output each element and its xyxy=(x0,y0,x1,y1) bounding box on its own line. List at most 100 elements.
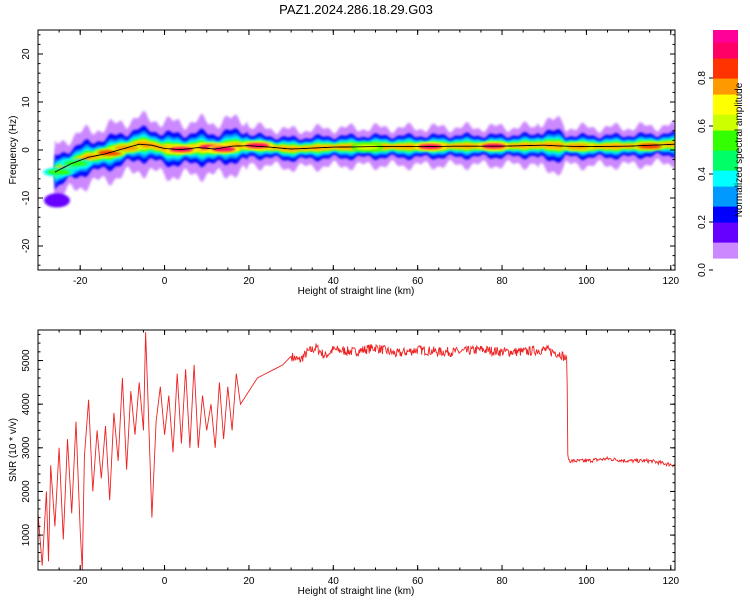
colorbar-step xyxy=(713,198,738,203)
snr-xtick-label: 80 xyxy=(496,576,508,587)
colorbar-step xyxy=(713,42,738,47)
snr-xtick-label: 120 xyxy=(662,576,679,587)
spectrogram-axes: -20 0 20 40 60 80 100 120 -20 -10 0 10 20 xyxy=(21,30,680,287)
colorbar-step xyxy=(713,90,738,95)
spectrogram-panel: -20 0 20 40 60 80 100 120 -20 -10 0 10 20 Height of … xyxy=(8,29,680,297)
spectrogram-ridge-line xyxy=(54,143,675,173)
colorbar-step xyxy=(713,246,738,251)
colorbar-step xyxy=(713,230,738,235)
colorbar-step xyxy=(713,94,738,99)
colorbar-step xyxy=(713,62,738,67)
spec-xtick-label: 0 xyxy=(162,276,168,287)
colorbar-step xyxy=(713,34,738,39)
colorbar-step xyxy=(713,122,738,127)
colorbar-step xyxy=(713,118,738,123)
colorbar-step xyxy=(713,186,738,191)
colorbar-step xyxy=(713,190,738,195)
colorbar-step xyxy=(713,82,738,87)
spectrogram-peak xyxy=(211,146,236,152)
colorbar-step xyxy=(713,258,738,263)
colorbar-gradient xyxy=(713,30,738,271)
spec-xtick-label: 60 xyxy=(412,276,424,287)
spec-xtick-label: 80 xyxy=(496,276,508,287)
colorbar-step xyxy=(713,262,738,267)
colorbar-step xyxy=(713,138,738,143)
snr-axes: -20 0 20 40 60 80 100 120 1000 2000 3000 4000 5000 xyxy=(21,330,680,587)
colorbar-step xyxy=(713,158,738,163)
colorbar-ticks: 0.0 0.2 0.4 0.6 0.8 xyxy=(697,71,713,277)
colorbar-step xyxy=(713,250,738,255)
snr-ylabel: SNR (10 * v/v) xyxy=(8,418,19,482)
colorbar-step xyxy=(713,210,738,215)
spectrogram-peak xyxy=(47,169,72,175)
colorbar-step xyxy=(713,134,738,139)
colorbar-step xyxy=(713,202,738,207)
colorbar-step xyxy=(713,150,738,155)
colorbar-step xyxy=(713,110,738,115)
snr-ytick-label: 5000 xyxy=(21,349,32,372)
spec-ytick-label: 10 xyxy=(21,96,32,108)
colorbar-step xyxy=(713,222,738,227)
colorbar-step xyxy=(713,242,738,247)
spectrogram-peak xyxy=(47,195,66,206)
colorbar-step xyxy=(713,98,738,103)
spec-ytick-label: 0 xyxy=(21,147,32,153)
snr-xtick-label: 0 xyxy=(162,576,168,587)
colorbar-tick-label: 0.6 xyxy=(697,119,708,133)
colorbar-step xyxy=(713,214,738,219)
colorbar-step xyxy=(713,114,738,119)
spectrogram-ylabel: Frequency (Hz) xyxy=(8,116,19,185)
snr-ytick-label: 3000 xyxy=(21,436,32,459)
snr-marks xyxy=(38,332,675,570)
colorbar-step xyxy=(713,266,738,271)
colorbar-step xyxy=(713,66,738,71)
colorbar-step xyxy=(713,46,738,51)
colorbar-step xyxy=(713,78,738,83)
colorbar-step xyxy=(713,86,738,91)
snr-series-line xyxy=(38,332,675,570)
colorbar-step xyxy=(713,170,738,175)
snr-xtick-label: 40 xyxy=(328,576,340,587)
colorbar-step xyxy=(713,226,738,231)
snr-ytick-label: 2000 xyxy=(21,480,32,503)
colorbar-step xyxy=(713,70,738,75)
colorbar-tick-label: 0.0 xyxy=(697,263,708,277)
snr-frame xyxy=(37,329,676,571)
colorbar-step xyxy=(713,74,738,79)
spectrogram-peak xyxy=(637,143,662,149)
colorbar-step xyxy=(713,142,738,147)
spec-xtick-label: -20 xyxy=(73,276,88,287)
spec-ytick-label: 20 xyxy=(21,48,32,60)
spec-xtick-label: 120 xyxy=(662,276,679,287)
snr-ytick-label: 1000 xyxy=(21,524,32,547)
colorbar-step xyxy=(713,154,738,159)
colorbar-step xyxy=(713,30,738,35)
colorbar-step xyxy=(713,58,738,63)
colorbar-label: Normalized spectral amplitude xyxy=(734,82,745,217)
figure-title: PAZ1.2024.286.18.29.G03 xyxy=(279,2,433,17)
snr-xtick-label: -20 xyxy=(73,576,88,587)
colorbar-step xyxy=(713,50,738,55)
colorbar-step xyxy=(713,238,738,243)
snr-panel: -20 0 20 40 60 80 100 120 1000 2000 3000 4000 5000 H… xyxy=(8,329,680,597)
colorbar-tick-label: 0.2 xyxy=(697,215,708,229)
colorbar-step xyxy=(713,182,738,187)
colorbar-step xyxy=(713,194,738,199)
colorbar-step xyxy=(713,54,738,59)
snr-xlabel: Height of straight line (km) xyxy=(298,586,415,597)
colorbar-tick-label: 0.4 xyxy=(697,167,708,181)
colorbar-tick-label: 0.8 xyxy=(697,71,708,85)
colorbar-step xyxy=(713,234,738,239)
colorbar-step xyxy=(713,146,738,151)
colorbar-step xyxy=(713,38,738,43)
spec-ytick-label: -20 xyxy=(21,238,32,253)
colorbar-step xyxy=(713,206,738,211)
spec-xtick-label: 40 xyxy=(328,276,340,287)
colorbar-step xyxy=(713,102,738,107)
spectrogram-xlabel: Height of straight line (km) xyxy=(298,286,415,297)
snr-plot-area xyxy=(38,330,675,570)
colorbar: 0.0 0.2 0.4 0.6 0.8 Normalized spectral ampl… xyxy=(697,30,745,277)
snr-xtick-label: 60 xyxy=(412,576,424,587)
colorbar-step xyxy=(713,130,738,135)
